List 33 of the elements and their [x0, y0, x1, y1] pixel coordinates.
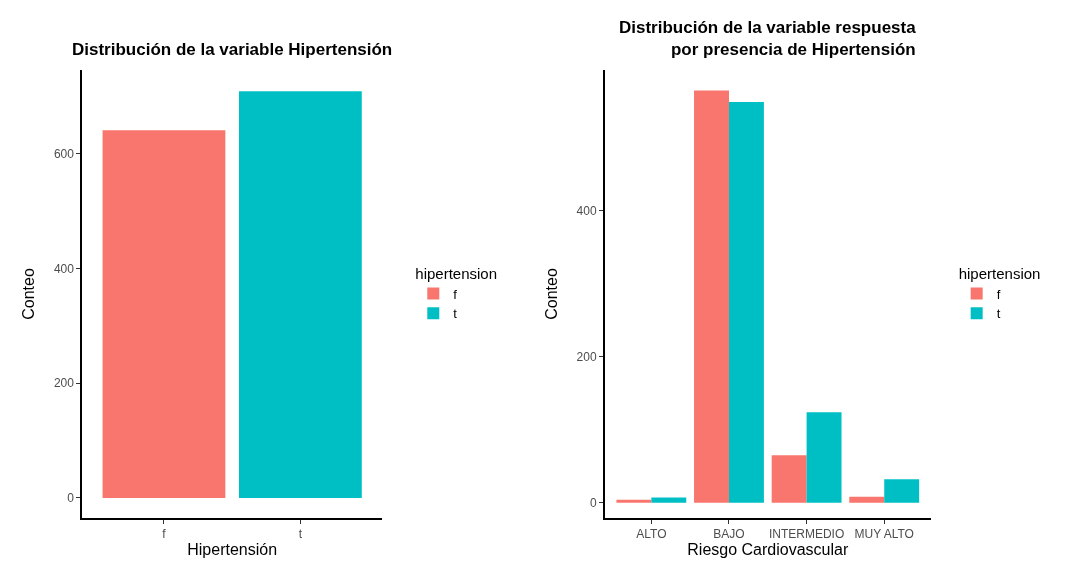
bar [728, 102, 764, 503]
bar [771, 455, 807, 503]
y-tick-label: 200 [53, 376, 75, 391]
legend-label: f [996, 286, 1001, 302]
bar [694, 90, 729, 503]
x-tick-label: t [298, 527, 303, 542]
chart-title: Distribución de la variable respuesta por presencia de Hipertensión [619, 18, 917, 60]
legend-label: f [453, 286, 458, 302]
legend-label: t [996, 306, 1001, 322]
y-tick-label: 0 [589, 495, 597, 510]
x-axis-title: Riesgo Cardiovascular [687, 541, 849, 559]
y-tick-label: 400 [576, 204, 597, 219]
legend-title: hipertension [958, 264, 1041, 282]
x-tick-label: BAJO [713, 527, 745, 542]
legend-label: t [453, 306, 458, 322]
x-tick-label: INTERMEDIO [768, 527, 845, 542]
y-tick-label: 400 [53, 261, 75, 276]
x-tick-label: f [162, 527, 167, 542]
x-tick-label: MUY ALTO [854, 527, 914, 542]
y-axis-title: Conteo [20, 268, 38, 320]
bar [884, 479, 920, 503]
legend-title: hipertension [415, 264, 498, 282]
bar [651, 497, 687, 503]
x-axis-title: Hipertensión [187, 541, 278, 559]
y-axis-title: Conteo [542, 268, 560, 320]
bar [806, 412, 842, 503]
y-tick-label: 0 [67, 491, 75, 506]
chart-title: Distribución de la variable Hipertensión [72, 40, 393, 59]
y-tick-label: 600 [53, 146, 75, 161]
y-tick-label: 200 [576, 349, 597, 364]
bar [616, 499, 652, 503]
bar [849, 496, 885, 503]
x-tick-label: ALTO [636, 527, 667, 542]
